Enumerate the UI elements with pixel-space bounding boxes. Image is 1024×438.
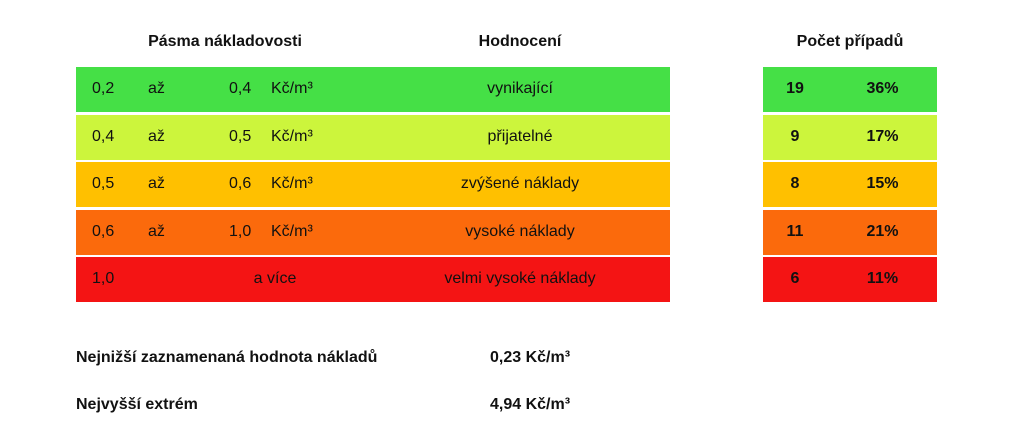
count-row [763,257,937,302]
share: 17% [866,127,899,145]
range-unit: Kč/m³ [271,222,313,240]
rating: vysoké náklady [465,222,575,240]
range-from: 0,6 [92,222,115,240]
count-row [763,114,937,160]
range-from: 0,2 [92,80,115,97]
range-sep: až [148,222,165,240]
range-from: 0,4 [92,127,115,145]
range-from: 0,5 [92,175,115,192]
range-unit: Kč/m³ [271,175,313,192]
share: 36% [866,80,899,97]
range-row [76,209,670,255]
range-unit: Kč/m³ [271,80,313,97]
range-sep: až [148,175,165,192]
count-row [763,209,937,255]
rating: zvýšené náklady [460,175,580,192]
range-row [76,114,670,160]
share: 21% [866,222,899,240]
summary-value: 0,23 Kč/m³ [490,349,571,366]
range-row [76,162,670,207]
rating: přijatelné [487,127,553,145]
share: 15% [866,175,899,192]
header-count: Počet případů [796,33,904,50]
range-to: 0,4 [229,80,252,97]
range-row [76,67,670,112]
range-sep: až [148,80,165,97]
summary-value: 4,94 Kč/m³ [490,396,571,413]
header-ranges: Pásma nákladovosti [148,33,302,50]
count-row [763,67,937,112]
count: 11 [786,222,804,240]
range-sep: a více [253,270,297,287]
summary-label: Nejvyšší extrém [76,396,198,413]
header-rating: Hodnocení [478,33,562,50]
range-sep: až [148,127,165,145]
range-unit: Kč/m³ [271,127,313,145]
rating: vynikající [487,80,553,97]
range-to: 0,6 [229,175,252,192]
range-row [76,257,670,302]
range-to: 0,5 [229,127,252,145]
range-to: 1,0 [229,222,252,240]
count: 6 [790,270,800,287]
range-from: 1,0 [92,270,115,287]
rating: velmi vysoké náklady [444,270,596,287]
count-row [763,162,937,207]
count: 8 [790,175,800,192]
count: 9 [790,127,800,145]
count: 19 [786,80,804,97]
summary-label: Nejnižší zaznamenaná hodnota nákladů [76,349,378,366]
share: 11% [866,270,899,287]
